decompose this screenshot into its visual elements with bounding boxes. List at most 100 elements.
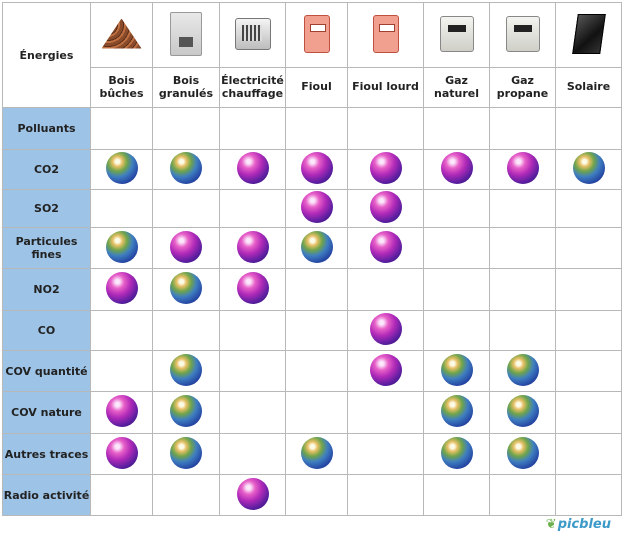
row-header: NO2 bbox=[2, 268, 91, 311]
green-globe-icon bbox=[300, 436, 333, 469]
table-cell bbox=[285, 107, 348, 150]
table-cell bbox=[152, 189, 220, 228]
table-cell bbox=[489, 268, 556, 311]
green-globe-icon bbox=[440, 395, 473, 427]
pink-globe-icon bbox=[369, 230, 402, 263]
table-cell bbox=[347, 474, 424, 516]
table-cell bbox=[90, 474, 153, 516]
table-cell bbox=[90, 391, 153, 434]
column-icon-cell bbox=[90, 2, 153, 68]
table-cell bbox=[285, 149, 348, 190]
column-header: Fioul lourd bbox=[347, 67, 424, 108]
pink-globe-icon bbox=[236, 272, 269, 304]
column-icon-cell bbox=[152, 2, 220, 68]
green-globe-icon bbox=[170, 353, 202, 386]
table-cell bbox=[347, 433, 424, 475]
table-cell bbox=[347, 310, 424, 351]
table-cell bbox=[489, 149, 556, 190]
pink-globe-icon bbox=[369, 152, 402, 184]
table-cell bbox=[285, 268, 348, 311]
column-header: Électricité chauffage bbox=[219, 67, 286, 108]
table-cell bbox=[285, 189, 348, 228]
table-cell bbox=[152, 310, 220, 351]
table-cell bbox=[489, 474, 556, 516]
pink-globe-icon bbox=[369, 313, 402, 345]
pink-globe-icon bbox=[236, 230, 269, 263]
column-header: Gaz propane bbox=[489, 67, 556, 108]
table-cell bbox=[219, 268, 286, 311]
table-cell bbox=[90, 149, 153, 190]
table-row: Radio activité bbox=[2, 474, 622, 516]
table-cell bbox=[489, 107, 556, 150]
pink-globe-icon bbox=[105, 436, 138, 469]
table-cell bbox=[219, 189, 286, 228]
table-cell bbox=[152, 107, 220, 150]
column-icon-cell bbox=[423, 2, 490, 68]
column-icon-cell bbox=[219, 2, 286, 68]
table-cell bbox=[347, 227, 424, 269]
table-cell bbox=[219, 107, 286, 150]
pink-globe-icon bbox=[236, 152, 269, 184]
table-cell bbox=[285, 474, 348, 516]
table-cell bbox=[423, 350, 490, 392]
table-row: NO2 bbox=[2, 268, 622, 311]
table-cell bbox=[423, 474, 490, 516]
table-cell bbox=[90, 310, 153, 351]
table-row: CO2 bbox=[2, 149, 622, 190]
green-globe-icon bbox=[105, 152, 138, 184]
table-cell bbox=[219, 227, 286, 269]
table-cell bbox=[489, 350, 556, 392]
table-cell bbox=[152, 391, 220, 434]
pink-globe-icon bbox=[170, 230, 202, 263]
green-globe-icon bbox=[506, 353, 539, 386]
table-cell bbox=[489, 310, 556, 351]
table-cell bbox=[555, 474, 622, 516]
column-header: Fioul bbox=[285, 67, 348, 108]
table-cell bbox=[90, 107, 153, 150]
table-cell bbox=[285, 391, 348, 434]
table-cell bbox=[555, 107, 622, 150]
table-cell bbox=[423, 310, 490, 351]
green-globe-icon bbox=[300, 230, 333, 263]
pellet-stove-icon bbox=[170, 11, 202, 56]
green-globe-icon bbox=[105, 230, 138, 263]
column-header: Bois bûches bbox=[90, 67, 153, 108]
electric-heater-icon bbox=[234, 17, 271, 50]
table-cell bbox=[423, 268, 490, 311]
table-row: CO bbox=[2, 310, 622, 351]
table-cell bbox=[219, 391, 286, 434]
table-cell bbox=[489, 433, 556, 475]
green-globe-icon bbox=[440, 353, 473, 386]
table-cell bbox=[489, 189, 556, 228]
row-header: CO2 bbox=[2, 149, 91, 190]
table-cell bbox=[347, 391, 424, 434]
picbleu-logo: ❦picbleu bbox=[546, 517, 611, 532]
table-cell bbox=[285, 310, 348, 351]
heavy-oil-boiler-icon bbox=[372, 14, 399, 53]
column-icon-cell bbox=[285, 2, 348, 68]
table-cell bbox=[152, 227, 220, 269]
green-globe-icon bbox=[440, 436, 473, 469]
table-cell bbox=[423, 391, 490, 434]
pink-globe-icon bbox=[300, 191, 333, 223]
table-cell bbox=[423, 227, 490, 269]
column-icon-cell bbox=[347, 2, 424, 68]
table-cell bbox=[219, 350, 286, 392]
table-cell bbox=[347, 350, 424, 392]
table-cell bbox=[555, 227, 622, 269]
table-cell bbox=[423, 433, 490, 475]
table-cell bbox=[555, 149, 622, 190]
table-cell bbox=[555, 268, 622, 311]
propane-meter-icon bbox=[505, 15, 540, 52]
table-cell bbox=[285, 350, 348, 392]
column-icon-cell bbox=[489, 2, 556, 68]
green-globe-icon bbox=[506, 395, 539, 427]
pink-globe-icon bbox=[300, 152, 333, 184]
table-cell bbox=[347, 189, 424, 228]
table-cell bbox=[285, 227, 348, 269]
table-row: Particules fines bbox=[2, 227, 622, 269]
solar-panel-icon bbox=[571, 13, 606, 54]
table-cell bbox=[347, 149, 424, 190]
row-header: COV nature bbox=[2, 391, 91, 434]
table-cell bbox=[285, 433, 348, 475]
